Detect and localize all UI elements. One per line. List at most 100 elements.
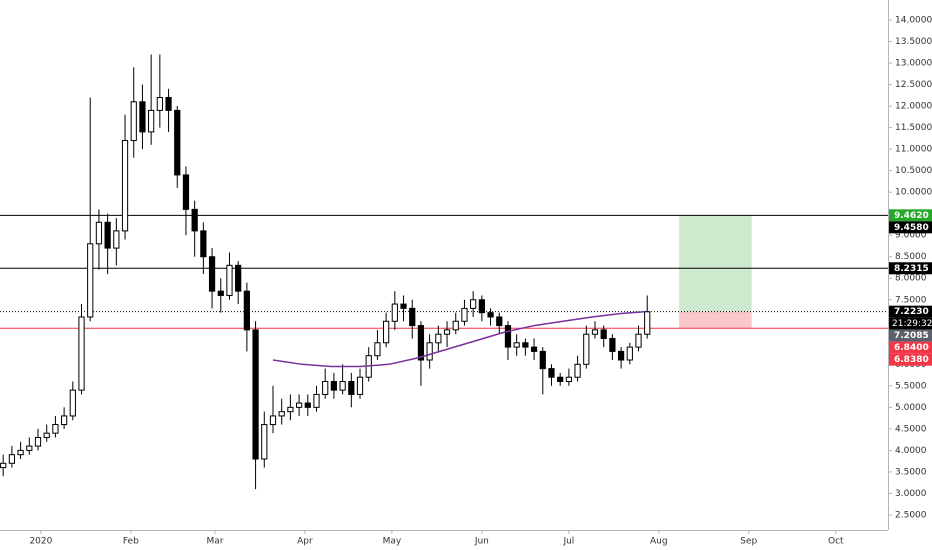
candle-body — [609, 337, 616, 352]
x-tick-label: Apr — [297, 537, 313, 547]
x-tick-label: Oct — [828, 537, 844, 547]
candle-body — [417, 325, 425, 361]
candle-body — [504, 325, 512, 348]
y-tick-label: 12.5000 — [895, 80, 932, 90]
candle-body — [574, 363, 581, 378]
candle-body — [591, 329, 599, 335]
candle-body — [313, 393, 320, 408]
moving-average — [272, 311, 645, 368]
price-marker-label: 7.2085 — [894, 331, 929, 341]
candle-body — [478, 299, 485, 314]
y-tick-label: 2.5000 — [895, 510, 927, 520]
candle-body — [208, 256, 216, 292]
y-tick-label: 5.0000 — [895, 403, 927, 413]
candle-body — [165, 96, 172, 111]
y-tick-label: 4.0000 — [895, 446, 927, 456]
candle-body — [548, 368, 555, 378]
candle-body — [148, 109, 155, 133]
candle-body — [226, 264, 233, 296]
candle-body — [557, 376, 564, 383]
y-tick-label: 14.0000 — [895, 16, 932, 26]
candle-body — [287, 406, 294, 413]
x-tick-label: Mar — [206, 537, 223, 547]
candle-body — [409, 307, 416, 327]
price-marker — [889, 341, 932, 354]
price-marker — [889, 353, 932, 366]
x-tick-label: Feb — [123, 537, 139, 547]
candle-body — [243, 290, 250, 331]
y-tick-label: 8.5000 — [895, 252, 927, 262]
y-tick-label: 3.5000 — [895, 467, 927, 477]
x-tick-label: Aug — [650, 537, 668, 547]
candle-body — [95, 221, 103, 245]
candle-body — [374, 342, 381, 357]
price-marker-label: 8.2315 — [894, 264, 929, 274]
price-marker-label: 9.4580 — [894, 223, 929, 233]
candle-body — [17, 449, 24, 456]
candle-body — [278, 411, 285, 417]
candle-body — [121, 140, 129, 232]
x-tick-label: Sep — [740, 537, 757, 547]
candle-body — [174, 109, 181, 176]
candle-body — [217, 290, 224, 296]
candle-body — [8, 454, 16, 464]
candle-body — [583, 333, 590, 365]
countdown: 21:29:32 — [892, 319, 932, 329]
y-tick-label: 4.5000 — [895, 424, 927, 434]
candle-body — [383, 320, 390, 344]
candle-body — [43, 432, 50, 438]
y-tick-label: 13.0000 — [895, 59, 932, 69]
y-tick-label: 5.5000 — [895, 381, 927, 391]
y-tick-label: 7.5000 — [895, 295, 927, 305]
candle-body — [617, 350, 625, 361]
candle-body — [191, 208, 198, 232]
candle-body — [113, 230, 120, 249]
candle-body — [522, 342, 529, 348]
candle-body — [565, 376, 572, 383]
price-marker — [889, 221, 932, 234]
candle-body — [61, 415, 68, 426]
x-tick-label: Jun — [474, 537, 489, 547]
candle-body — [348, 381, 355, 395]
y-tick-label: 13.5000 — [895, 37, 932, 47]
candle-body — [139, 101, 146, 133]
candle-body — [644, 311, 651, 335]
candle-body — [252, 329, 259, 460]
candle-body — [34, 436, 42, 447]
candle-body — [400, 303, 407, 309]
price-marker-label: 6.8400 — [894, 343, 929, 353]
price-marker — [889, 329, 932, 342]
candle-body — [487, 312, 494, 318]
loss-zone — [679, 311, 752, 329]
candle-body — [78, 316, 85, 391]
candle-body — [435, 333, 442, 344]
candle-body — [52, 424, 59, 434]
candle-body — [443, 329, 451, 335]
price-marker — [889, 262, 932, 275]
y-tick-label: 10.0000 — [895, 188, 932, 198]
candle-body — [330, 381, 338, 391]
candle-body — [295, 402, 303, 408]
candle-body — [513, 342, 520, 348]
candle-body — [104, 221, 111, 249]
profit-zone — [679, 215, 752, 312]
candle-body — [356, 376, 364, 395]
candle-body — [496, 316, 503, 327]
candle-body — [426, 342, 433, 361]
candle-body — [269, 415, 277, 426]
candle-body — [87, 243, 94, 318]
candle-body — [339, 381, 346, 391]
y-tick-label: 11.5000 — [895, 123, 932, 133]
candle-body — [156, 96, 163, 111]
x-tick-label: May — [383, 537, 402, 547]
candle-body — [461, 307, 468, 322]
y-tick-label: 12.0000 — [895, 102, 932, 112]
candle-body — [600, 329, 607, 339]
candle-body — [452, 320, 459, 331]
candle-body — [470, 299, 477, 309]
candle-body — [322, 381, 329, 395]
candle-body — [235, 264, 242, 292]
candle-body — [530, 346, 538, 352]
